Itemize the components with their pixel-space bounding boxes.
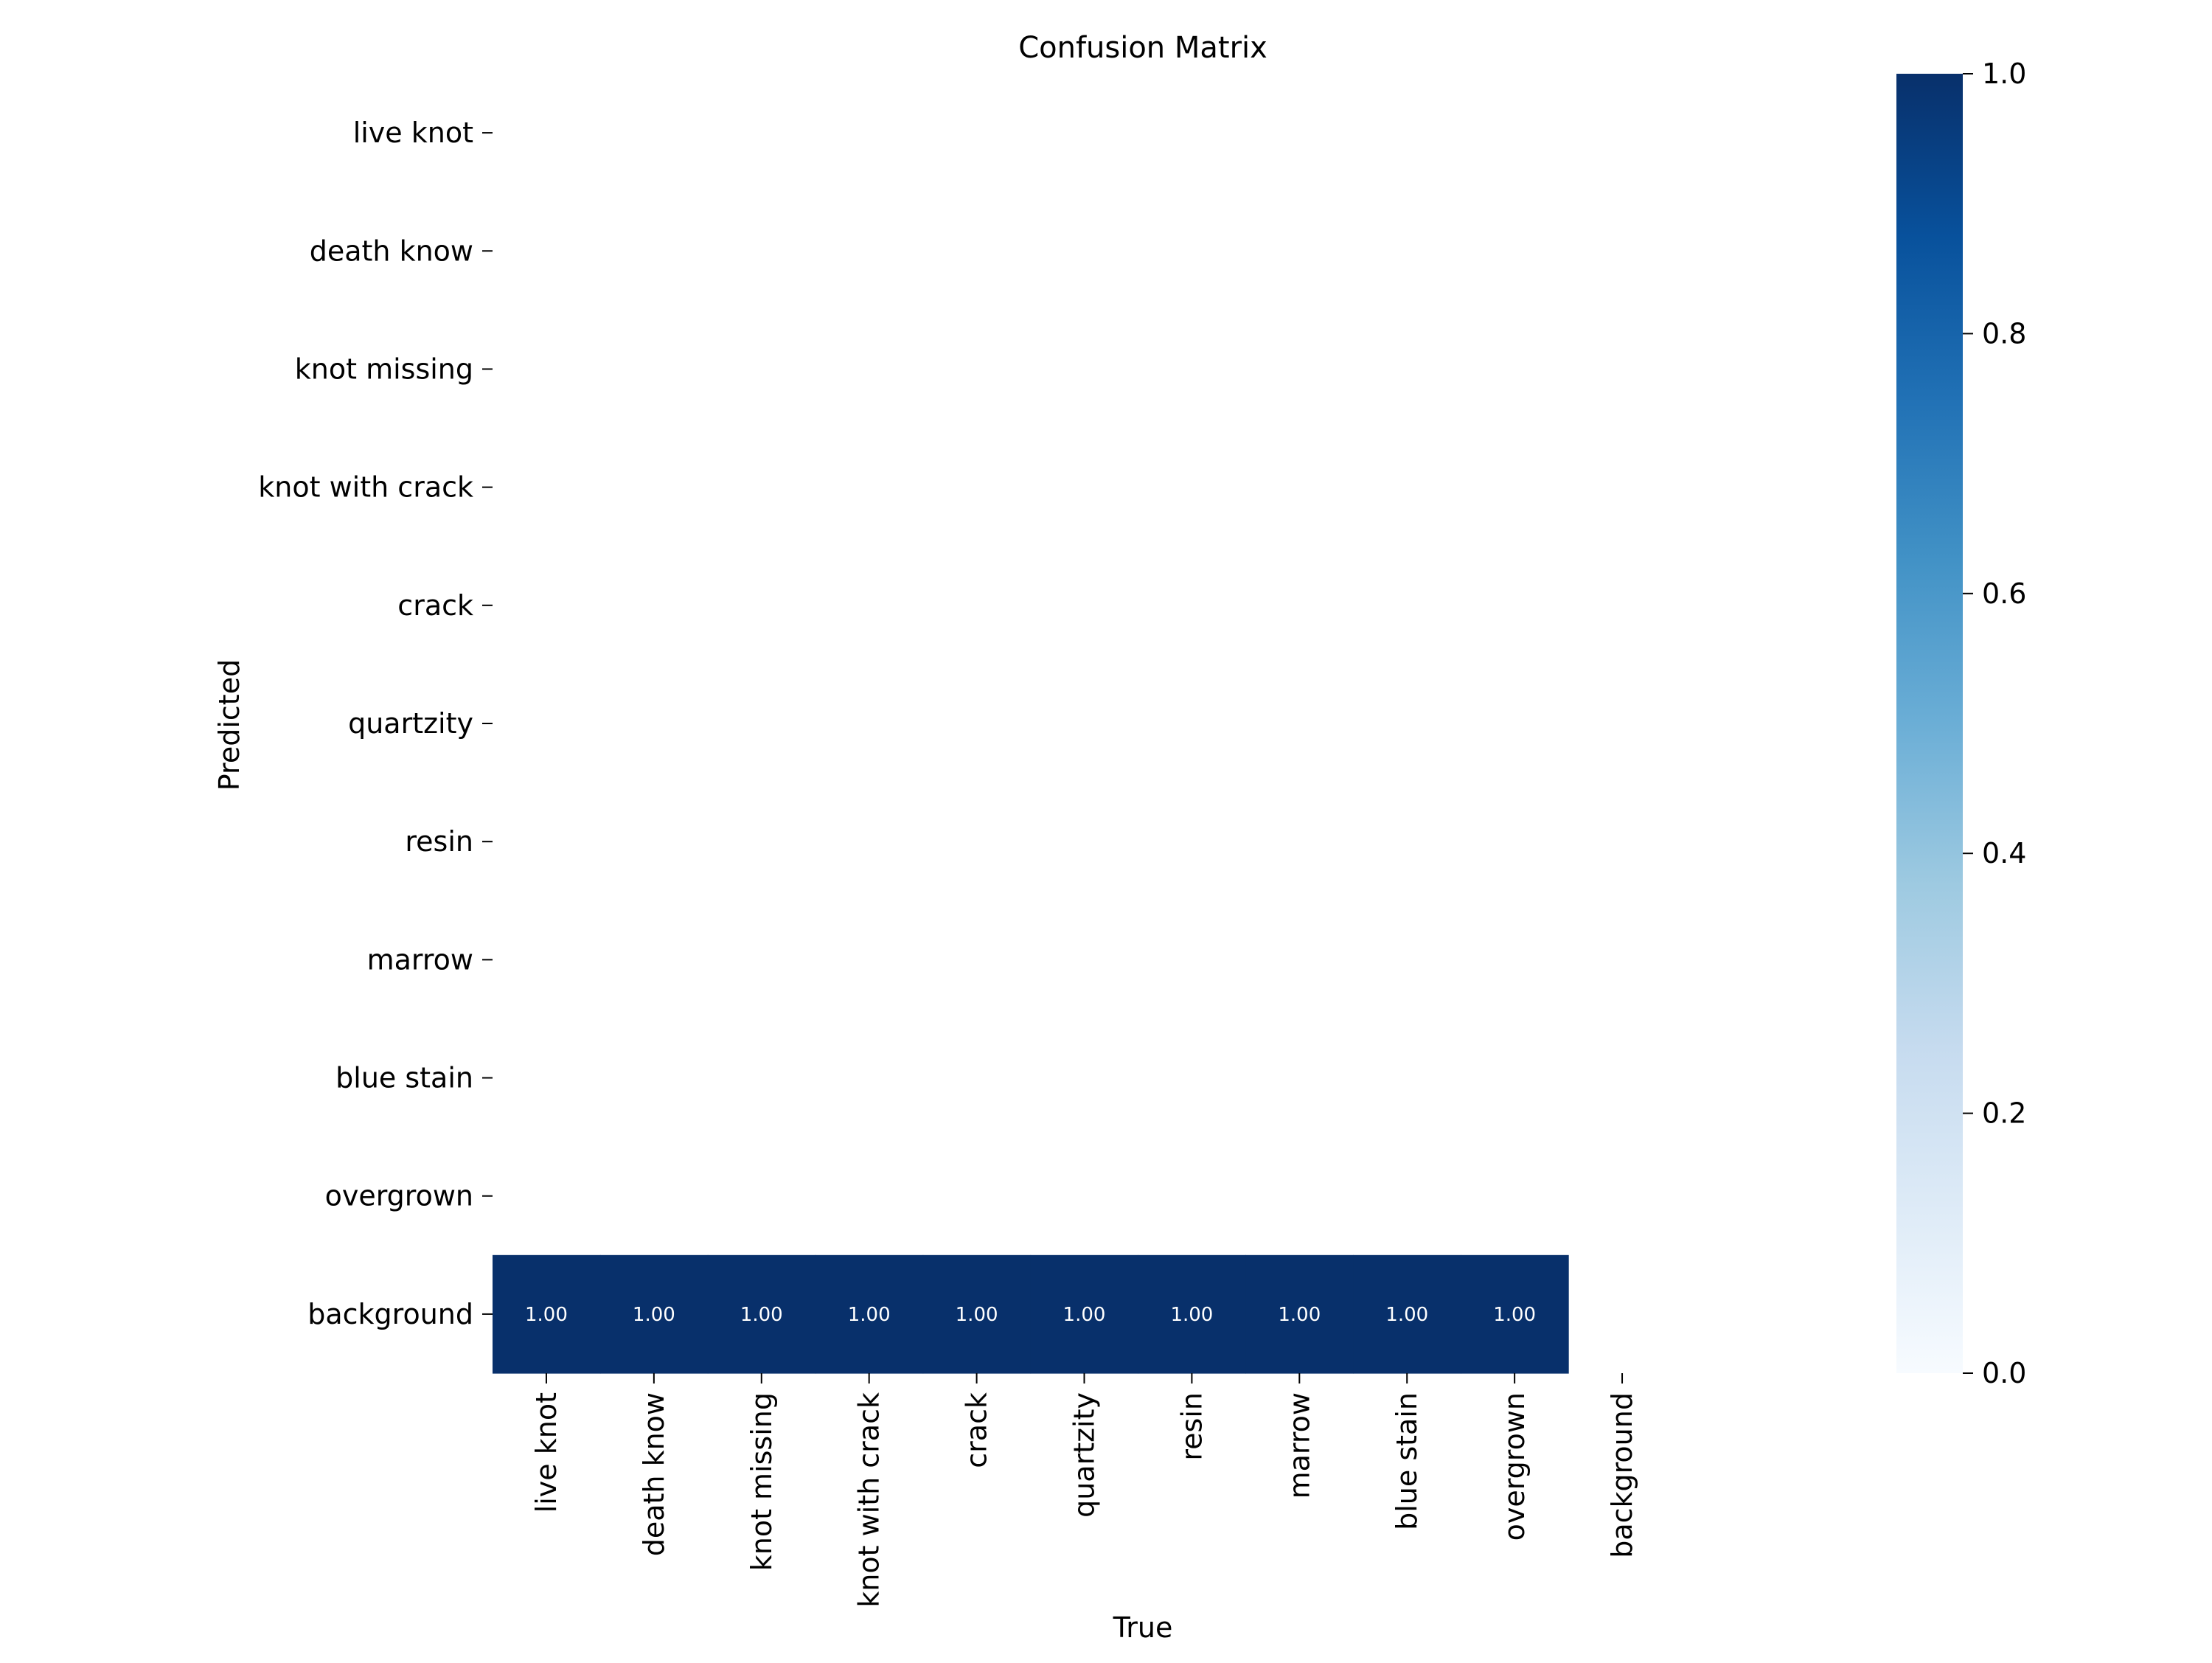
x-axis-label: True [1113,1611,1173,1644]
heatmap-cell [1138,1254,1246,1374]
y-tick-label: background [307,1298,473,1330]
x-tick-label: marrow [1283,1392,1315,1499]
cell-value-label: 1.00 [1385,1304,1428,1326]
cell-value-label: 1.00 [633,1304,675,1326]
x-tick-label: live knot [530,1392,563,1513]
y-tick-label: quartzity [348,707,473,740]
x-tick-label: background [1606,1392,1638,1558]
y-axis-ticks: live knot death know knot missing knot with… [258,117,493,1330]
y-tick-label: resin [405,825,473,858]
colorbar-gradient [1896,74,1963,1373]
heatmap-cell [1353,1254,1461,1374]
x-tick-label: crack [961,1392,993,1468]
x-tick-label: quartzity [1068,1392,1101,1518]
x-axis-ticks: live knot death know knot missing knot with… [530,1373,1638,1608]
heatmap-cell [922,1254,1032,1374]
colorbar-tick-label: 0.2 [1982,1097,2026,1130]
cell-value-label: 1.00 [1278,1304,1321,1326]
y-axis-label: Predicted [213,659,246,791]
chart-title: Confusion Matrix [1018,31,1267,65]
x-tick-label: resin [1175,1392,1208,1461]
cell-value-label: 1.00 [956,1304,998,1326]
heatmap-cell [707,1254,816,1374]
x-tick-label: knot with crack [853,1392,886,1608]
cell-value-label: 1.00 [1493,1304,1536,1326]
heatmap-cell [815,1254,924,1374]
y-tick-label: overgrown [325,1180,473,1212]
cell-value-label: 1.00 [1063,1304,1106,1326]
heatmap-cell [1030,1254,1139,1374]
colorbar: 0.0 0.2 0.4 0.6 0.8 1.0 [1896,58,2026,1389]
x-tick-label: death know [638,1392,670,1556]
y-tick-label: blue stain [335,1062,473,1094]
heatmap-cell [599,1254,709,1374]
y-tick-label: knot missing [295,353,473,385]
heatmap-cells: 1.00 1.00 1.00 1.00 1.00 1.00 1.00 1.00 1.00 1.00 [493,1254,1569,1374]
cell-value-label: 1.00 [525,1304,568,1326]
colorbar-tick-label: 1.0 [1982,58,2026,90]
heatmap-cell [1245,1254,1354,1374]
cell-value-label: 1.00 [848,1304,891,1326]
colorbar-tick-label: 0.8 [1982,317,2026,350]
cell-value-label: 1.00 [740,1304,783,1326]
y-tick-label: live knot [353,117,473,149]
colorbar-tick-label: 0.6 [1982,577,2026,610]
y-tick-label: knot with crack [258,471,473,504]
colorbar-tick-label: 0.0 [1982,1357,2026,1389]
colorbar-tick-label: 0.4 [1982,837,2026,869]
x-tick-label: blue stain [1391,1392,1423,1530]
heatmap-cell [1461,1254,1569,1374]
x-tick-label: overgrown [1498,1392,1531,1541]
colorbar-ticks: 0.0 0.2 0.4 0.6 0.8 1.0 [1963,58,2026,1389]
y-tick-label: marrow [367,943,473,976]
y-tick-label: death know [310,235,473,267]
y-tick-label: crack [397,589,473,622]
cell-value-label: 1.00 [1170,1304,1213,1326]
heatmap-cell [493,1254,601,1374]
x-tick-label: knot missing [745,1392,778,1571]
